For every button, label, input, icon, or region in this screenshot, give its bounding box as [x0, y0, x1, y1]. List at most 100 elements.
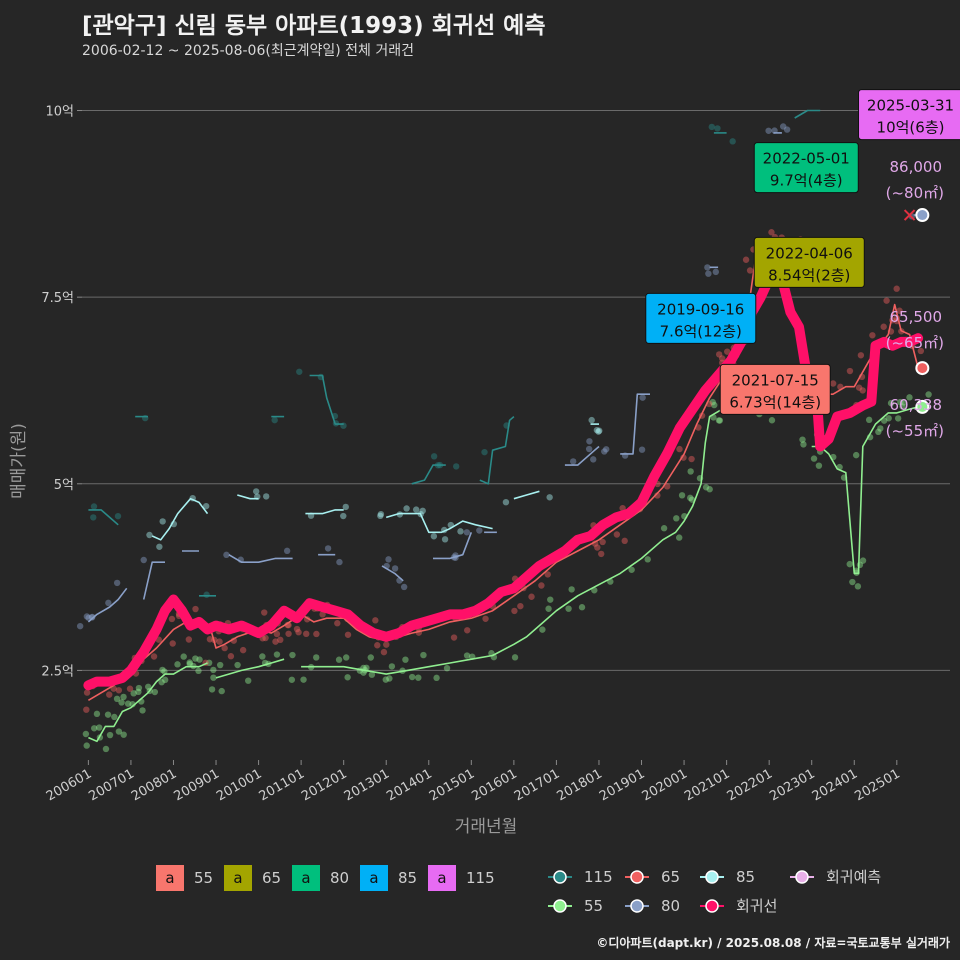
scatter-point [718, 355, 726, 362]
scatter-point [205, 659, 213, 667]
legend-size-label: 65 [262, 869, 281, 887]
scatter-point [765, 127, 772, 134]
prediction-area-label: (~65㎡) [886, 334, 944, 352]
scatter-point [415, 674, 422, 681]
scatter-point [476, 527, 483, 534]
callout-price: 10억(6층) [877, 119, 945, 137]
scatter-point [545, 605, 552, 612]
callout-price: 8.54억(2층) [768, 266, 850, 284]
scatter-point [386, 675, 393, 682]
scatter-point [140, 556, 147, 564]
scatter-point [180, 653, 187, 660]
scatter-point [443, 664, 451, 672]
scatter-point [91, 725, 98, 732]
scatter-point [344, 674, 351, 681]
scatter-point [729, 138, 736, 145]
legend-size-label: 85 [398, 869, 417, 887]
x-tick-label: 200701 [86, 766, 136, 804]
series-line-115 [794, 109, 821, 119]
scatter-point [288, 676, 296, 683]
series-line-115 [309, 374, 344, 425]
legend-size-label: 55 [194, 869, 213, 887]
scatter-point [372, 617, 379, 624]
scatter-point [403, 505, 410, 512]
scatter-point [285, 630, 292, 637]
x-tick-label: 201601 [469, 766, 519, 804]
scatter-point [644, 556, 651, 563]
callout-date: 2021-07-15 [732, 371, 819, 389]
scatter-point [300, 676, 307, 683]
scatter-point [511, 607, 518, 615]
scatter-point [83, 706, 90, 713]
scatter-point [135, 684, 143, 692]
scatter-point [113, 579, 121, 587]
scatter-point [539, 626, 546, 633]
scatter-point [412, 506, 420, 513]
scatter-point [859, 557, 867, 564]
scatter-point [252, 488, 260, 495]
scatter-point [628, 566, 635, 573]
scatter-point [585, 445, 593, 453]
scatter-point [377, 512, 384, 520]
scatter-point [115, 728, 123, 735]
scatter-point [594, 544, 601, 551]
callout-box [753, 142, 859, 194]
scatter-point [708, 123, 715, 131]
scatter-point [711, 401, 718, 409]
scatter-point [342, 503, 349, 511]
callout-price: 9.7억(4층) [770, 172, 843, 190]
scatter-point [156, 543, 163, 550]
scatter-point [277, 636, 284, 644]
scatter-point [196, 656, 203, 663]
scatter-point [917, 347, 925, 355]
scatter-point [712, 268, 720, 276]
x-tick-label: 200601 [44, 766, 94, 804]
callout-price: 6.73억(14층) [729, 393, 821, 411]
scatter-point [880, 323, 887, 330]
series-line-115 [88, 509, 119, 526]
callout-label: 2019-09-16 7.6억(12층) [645, 292, 757, 344]
legend-size-glyph: a [369, 869, 378, 887]
callout-date: 2022-05-01 [763, 150, 850, 168]
x-tick-label: 201101 [257, 766, 307, 804]
scatter-point [363, 664, 370, 672]
x-tick-label: 202201 [725, 766, 775, 804]
scatter-point [430, 453, 438, 460]
scatter-point [402, 656, 409, 663]
scatter-point [419, 507, 426, 515]
scatter-point [303, 630, 310, 638]
scatter-point [704, 264, 711, 271]
scatter-point [391, 565, 399, 572]
series-line-55 [88, 662, 208, 743]
scatter-point [865, 416, 873, 424]
scatter-point [688, 496, 696, 503]
x-tick-label: 202401 [810, 766, 860, 804]
callout-label: 2025-03-31 10억(6층) [858, 89, 960, 141]
callout-box [645, 292, 757, 344]
chart-subtitle: 2006-02-12 ~ 2025-08-06(최근계약일) 전체 거래건 [82, 43, 414, 59]
scatter-point [374, 642, 381, 649]
scatter-point [273, 630, 281, 638]
callout-label: 2022-04-06 8.54억(2층) [753, 236, 865, 288]
scatter-point [450, 634, 458, 641]
scatter-point [709, 398, 716, 406]
prediction-price-label: 65,500 [890, 308, 943, 326]
scatter-point [271, 416, 278, 424]
scatter-point [88, 614, 96, 621]
scatter-point [150, 653, 158, 660]
scatter-point [568, 586, 575, 593]
scatter-point [262, 634, 269, 642]
scatter-point [90, 514, 97, 521]
scatter-point [598, 550, 605, 558]
scatter-point [783, 126, 791, 133]
scatter-point [430, 533, 438, 540]
scatter-point [854, 583, 862, 590]
callout-date: 2025-03-31 [867, 97, 954, 115]
scatter-point [675, 534, 683, 541]
legend-size-key [224, 865, 252, 891]
prediction-point [915, 399, 930, 414]
series-line-80 [228, 554, 293, 563]
legend-size-glyph: a [165, 869, 174, 887]
scatter-point [95, 724, 103, 731]
scatter-point [186, 659, 193, 666]
